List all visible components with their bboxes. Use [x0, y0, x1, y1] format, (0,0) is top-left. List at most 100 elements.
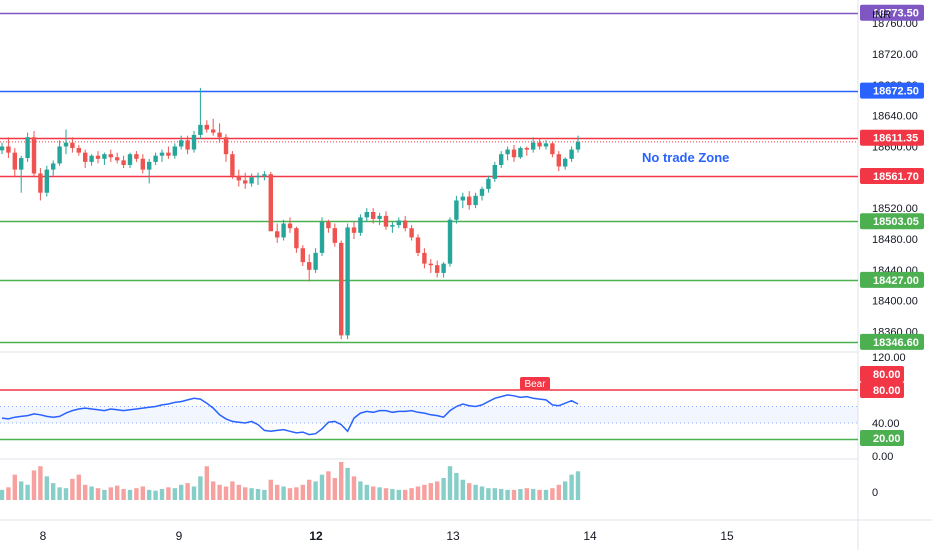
- volume-bar[interactable]: [339, 462, 344, 500]
- rsi-level-badge[interactable]: [860, 366, 904, 382]
- volume-bar[interactable]: [0, 489, 5, 500]
- candle[interactable]: [159, 152, 165, 156]
- volume-bar[interactable]: [51, 483, 56, 500]
- volume-bar[interactable]: [249, 488, 254, 500]
- candle[interactable]: [287, 223, 293, 229]
- volume-bar[interactable]: [415, 486, 421, 500]
- candle[interactable]: [422, 252, 427, 264]
- candle[interactable]: [511, 149, 517, 158]
- volume-bar[interactable]: [70, 478, 75, 500]
- volume-bar[interactable]: [223, 486, 229, 500]
- candle[interactable]: [121, 160, 126, 165]
- candle[interactable]: [19, 158, 24, 170]
- volume-bar[interactable]: [409, 488, 414, 500]
- volume-bar[interactable]: [307, 479, 312, 500]
- volume-bar[interactable]: [12, 474, 17, 500]
- volume-bar[interactable]: [351, 476, 357, 500]
- candle[interactable]: [319, 222, 325, 253]
- candle[interactable]: [70, 142, 75, 149]
- candle[interactable]: [377, 215, 382, 219]
- candle[interactable]: [83, 152, 88, 162]
- level-price-badge[interactable]: [860, 333, 924, 350]
- volume-bar[interactable]: [550, 488, 555, 500]
- candle[interactable]: [76, 148, 81, 153]
- volume-bar[interactable]: [377, 487, 382, 500]
- candle[interactable]: [441, 263, 446, 273]
- candle[interactable]: [108, 154, 113, 158]
- volume-bar[interactable]: [6, 487, 11, 500]
- candle[interactable]: [243, 180, 248, 184]
- volume-bar[interactable]: [428, 483, 433, 500]
- candle[interactable]: [127, 154, 133, 165]
- volume-bar[interactable]: [217, 484, 222, 500]
- candle[interactable]: [505, 149, 510, 155]
- candle[interactable]: [147, 161, 152, 170]
- volume-bar[interactable]: [127, 489, 133, 500]
- candle[interactable]: [172, 146, 177, 156]
- volume-bar[interactable]: [492, 488, 497, 500]
- volume-bar[interactable]: [89, 486, 94, 500]
- candle[interactable]: [499, 154, 504, 165]
- candle[interactable]: [435, 265, 440, 273]
- volume-bar[interactable]: [479, 486, 485, 500]
- volume-pane[interactable]: [0, 462, 581, 500]
- volume-bar[interactable]: [268, 479, 273, 500]
- candle[interactable]: [236, 175, 241, 181]
- volume-bar[interactable]: [38, 466, 43, 500]
- candle[interactable]: [57, 146, 62, 164]
- volume-bar[interactable]: [287, 488, 293, 500]
- volume-bar[interactable]: [262, 489, 267, 500]
- volume-bar[interactable]: [537, 489, 542, 500]
- volume-bar[interactable]: [198, 476, 203, 500]
- candle[interactable]: [575, 141, 581, 150]
- candle[interactable]: [281, 223, 286, 238]
- candle[interactable]: [300, 248, 305, 263]
- candle[interactable]: [102, 154, 107, 159]
- candle[interactable]: [179, 140, 184, 147]
- level-price-badge[interactable]: [860, 129, 924, 146]
- volume-bar[interactable]: [255, 489, 261, 500]
- volume-bar[interactable]: [467, 483, 472, 500]
- candle-series[interactable]: [0, 87, 581, 340]
- horizontal-levels[interactable]: [0, 12, 858, 344]
- price-axis[interactable]: 18760.0018720.0018680.0018640.0018600.00…: [860, 4, 924, 499]
- volume-bar[interactable]: [390, 489, 395, 500]
- candle[interactable]: [396, 220, 401, 226]
- volume-bar[interactable]: [569, 474, 574, 500]
- candle[interactable]: [198, 124, 203, 135]
- candle[interactable]: [211, 129, 216, 133]
- level-price-badge[interactable]: [860, 271, 924, 288]
- candle[interactable]: [345, 227, 350, 336]
- candle[interactable]: [486, 178, 491, 189]
- volume-bar[interactable]: [153, 490, 158, 500]
- volume-bar[interactable]: [383, 488, 389, 500]
- volume-bar[interactable]: [518, 489, 523, 500]
- volume-bar[interactable]: [294, 487, 299, 500]
- candle[interactable]: [89, 155, 94, 162]
- volume-bar[interactable]: [172, 488, 177, 500]
- candle[interactable]: [140, 158, 145, 170]
- candle[interactable]: [191, 134, 197, 150]
- volume-bar[interactable]: [63, 488, 69, 500]
- volume-bar[interactable]: [326, 471, 331, 500]
- candle[interactable]: [383, 215, 389, 227]
- candle[interactable]: [223, 137, 229, 155]
- volume-bar[interactable]: [281, 486, 286, 500]
- volume-bar[interactable]: [403, 489, 408, 500]
- level-price-badge[interactable]: [860, 213, 924, 230]
- candle[interactable]: [268, 174, 273, 232]
- candle[interactable]: [351, 227, 357, 233]
- volume-bar[interactable]: [236, 484, 241, 500]
- volume-bar[interactable]: [473, 484, 478, 500]
- volume-bar[interactable]: [191, 486, 197, 500]
- candle[interactable]: [166, 152, 171, 156]
- volume-bar[interactable]: [441, 478, 446, 500]
- candle[interactable]: [531, 142, 536, 150]
- candle[interactable]: [556, 154, 561, 167]
- level-price-badge[interactable]: [860, 4, 924, 21]
- rsi-level-badge[interactable]: [860, 382, 904, 398]
- candle[interactable]: [339, 242, 344, 336]
- volume-bar[interactable]: [563, 481, 568, 500]
- volume-bar[interactable]: [147, 489, 152, 500]
